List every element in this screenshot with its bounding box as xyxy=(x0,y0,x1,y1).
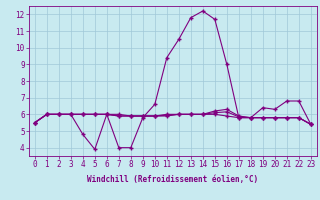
X-axis label: Windchill (Refroidissement éolien,°C): Windchill (Refroidissement éolien,°C) xyxy=(87,175,258,184)
